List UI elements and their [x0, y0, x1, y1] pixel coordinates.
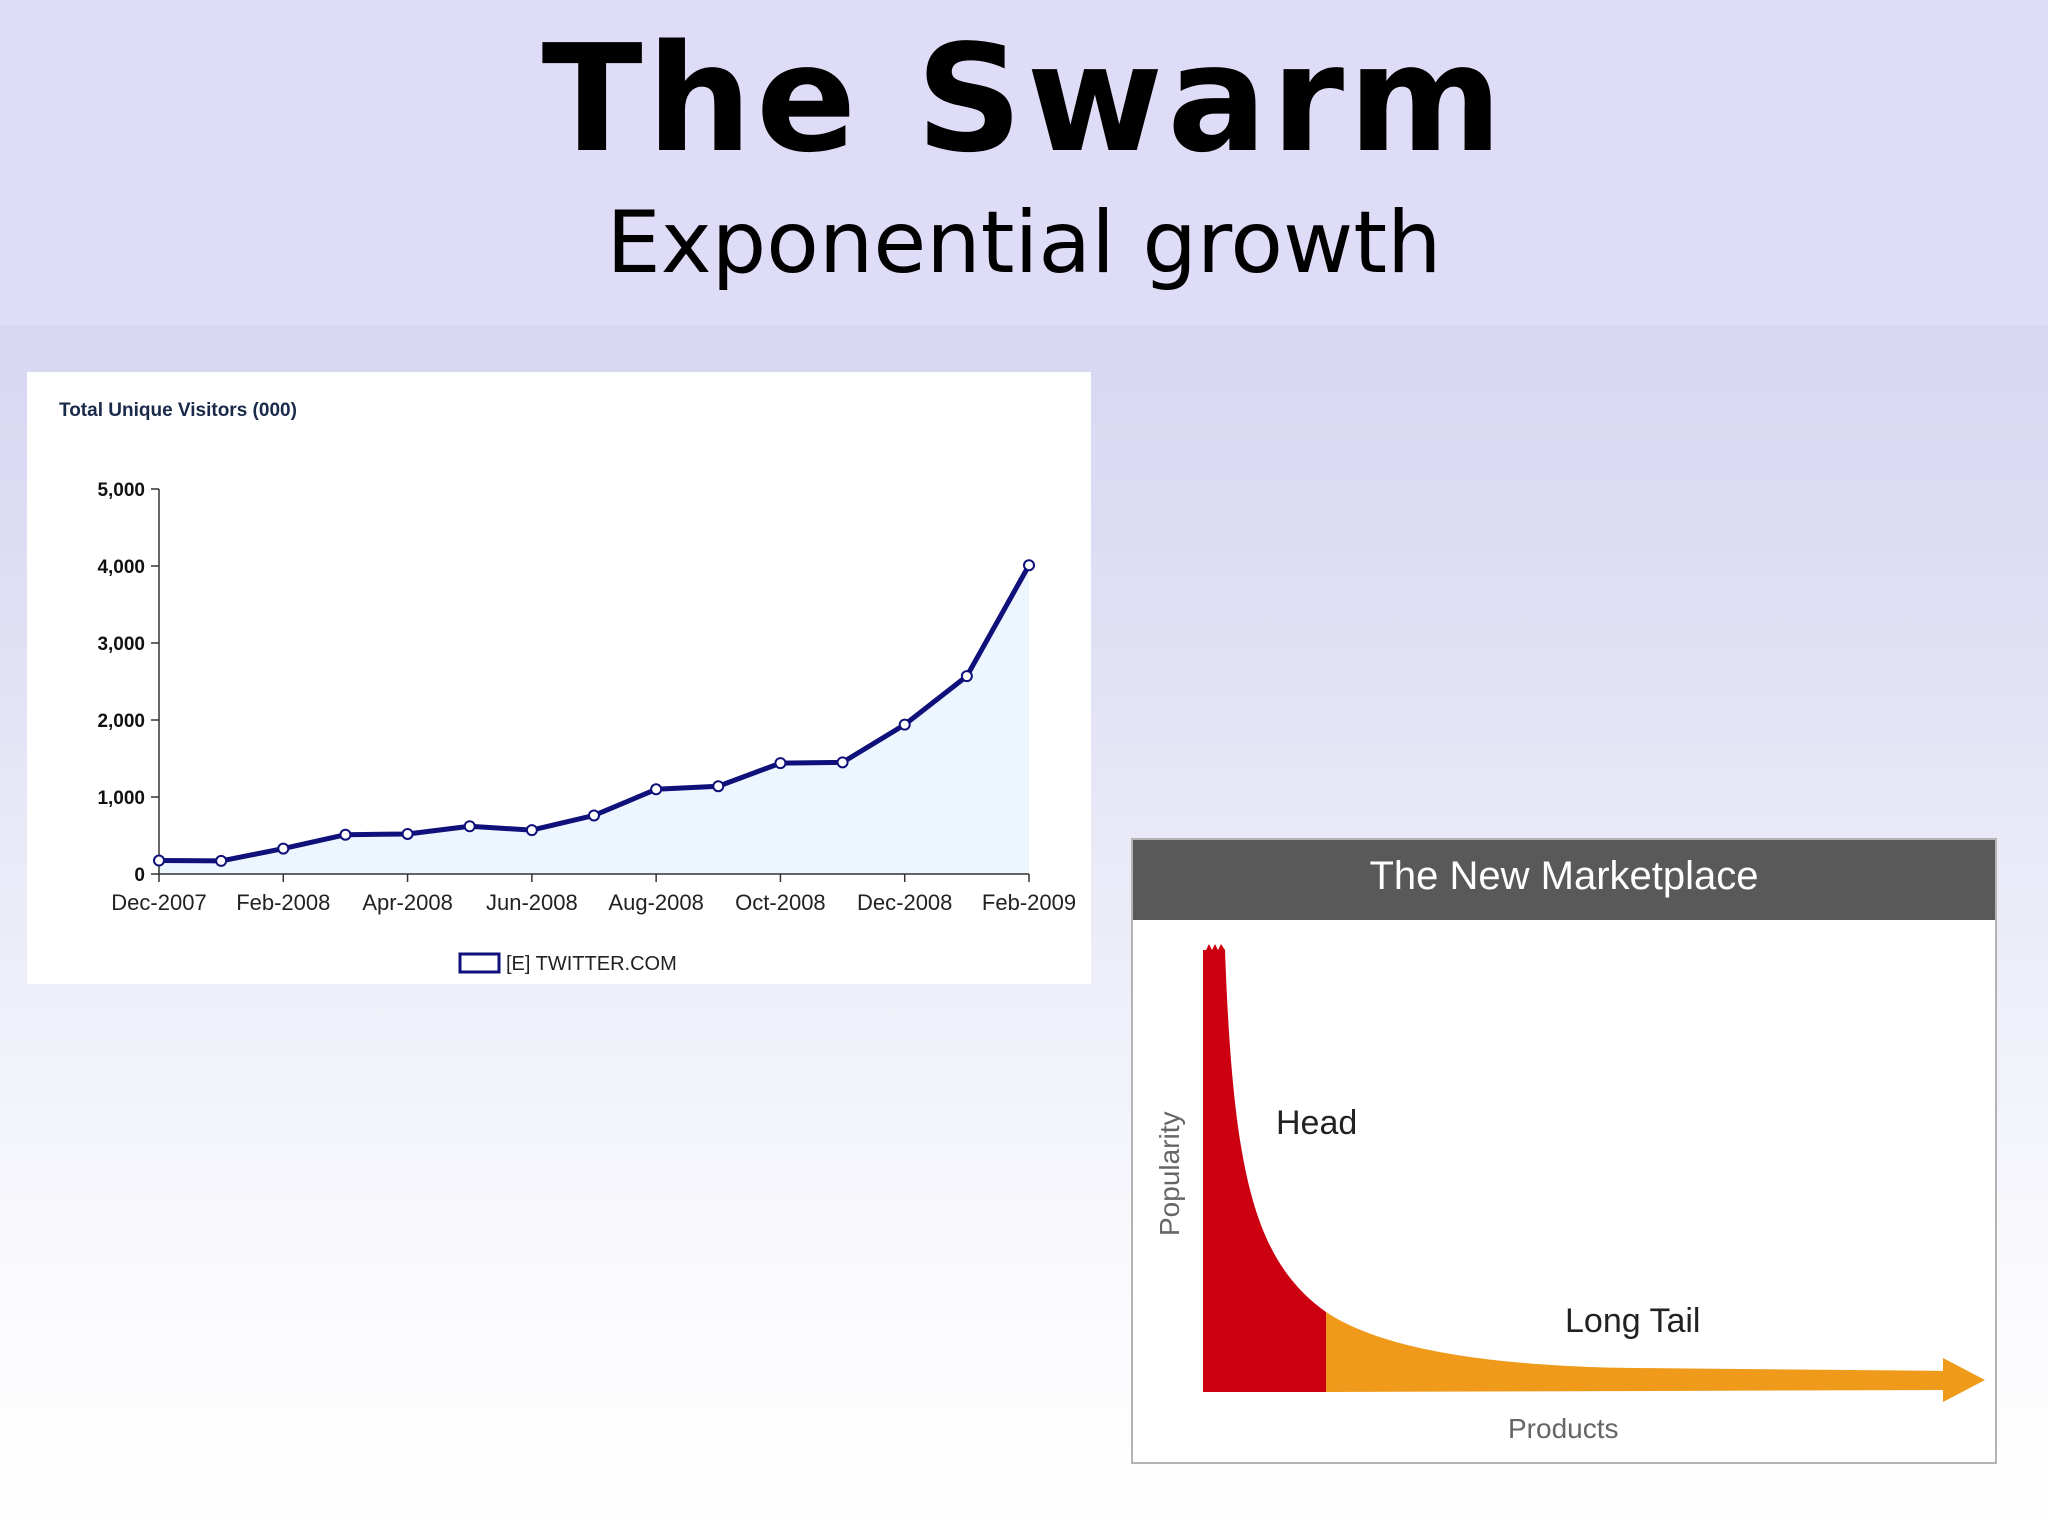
long-tail-label: Long Tail	[1565, 1302, 1701, 1340]
x-axis-label: Products	[1508, 1413, 1619, 1444]
y-tick-label: 1,000	[97, 788, 145, 809]
data-point	[588, 809, 600, 822]
x-tick-label: Oct-2008	[735, 890, 826, 915]
visitors-area-fill	[159, 565, 1029, 874]
long-tail-title: The New Marketplace	[1369, 854, 1759, 898]
data-point	[153, 854, 165, 867]
y-tick-label: 3,000	[97, 634, 145, 655]
data-point	[339, 828, 352, 841]
data-point	[712, 780, 725, 793]
x-tick-label: Dec-2008	[857, 890, 952, 915]
x-tick-label: Apr-2008	[362, 890, 453, 915]
data-point	[215, 854, 228, 867]
head-label: Head	[1276, 1104, 1357, 1142]
legend-label: [E] TWITTER.COM	[506, 953, 677, 975]
y-axis-label: Popularity	[1154, 1111, 1185, 1236]
tail-arrow	[1326, 1358, 1985, 1402]
slide-title: The Swarm	[541, 13, 1507, 185]
slide-header: The Swarm Exponential growth	[0, 0, 2048, 325]
long-tail-header: The New Marketplace	[1133, 840, 1995, 920]
data-point	[898, 718, 911, 731]
visitors-chart-panel: Total Unique Visitors (000) 0 1,000 2,000 3…	[27, 372, 1091, 984]
slide-subtitle: Exponential growth	[606, 193, 1442, 293]
long-tail-chart-panel: The New Marketplace Head Long Tail Produ…	[1131, 838, 1997, 1464]
data-point	[277, 842, 290, 855]
y-tick-label: 5,000	[97, 480, 145, 501]
head-area	[1203, 944, 1326, 1392]
x-tick-label: Feb-2009	[982, 890, 1076, 915]
x-tick-label: Jun-2008	[486, 890, 578, 915]
x-tick-label: Dec-2007	[111, 890, 206, 915]
data-point	[525, 824, 538, 837]
x-tick-label: Feb-2008	[236, 890, 330, 915]
visitors-chart: Total Unique Visitors (000) 0 1,000 2,000 3…	[59, 400, 1076, 975]
data-point	[960, 670, 973, 683]
x-tick-label: Aug-2008	[608, 890, 703, 915]
long-tail-chart: Head Long Tail Products Popularity	[1154, 944, 1985, 1444]
data-point	[774, 757, 787, 770]
legend-swatch	[458, 952, 501, 974]
y-tick-label: 4,000	[97, 557, 145, 578]
tail-area	[1326, 1312, 1953, 1392]
y-tick-label: 0	[134, 865, 145, 886]
data-point	[401, 827, 414, 840]
visitors-chart-title: Total Unique Visitors (000)	[59, 400, 297, 421]
data-point	[650, 783, 663, 796]
data-point	[1023, 559, 1035, 572]
y-tick-label: 2,000	[97, 711, 145, 732]
data-point	[463, 820, 476, 833]
data-point	[836, 756, 849, 769]
